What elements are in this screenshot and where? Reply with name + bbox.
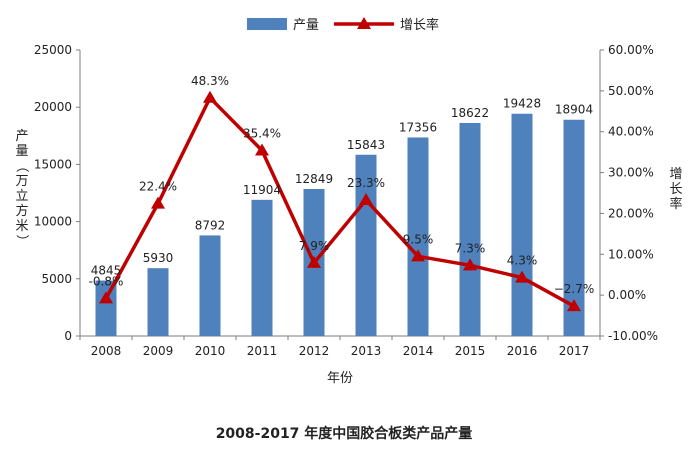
- bar-value-label: 18904: [555, 103, 593, 117]
- x-tick-label: 2016: [507, 344, 538, 358]
- right-tick-label: 10.00%: [608, 247, 654, 261]
- y2-axis-title-char: 增: [669, 167, 682, 182]
- bar-value-label: 15843: [347, 138, 385, 152]
- bar-value-label: 5930: [143, 251, 174, 265]
- x-axis: 2008 2009 2010 2011 2012 2013 2014 2015 2016 2017: [79, 335, 601, 358]
- y-axis-title-char: （: [14, 159, 29, 172]
- bar: [199, 235, 221, 336]
- y-axis-title-char: 米: [15, 219, 28, 234]
- x-tick-label: 2011: [247, 344, 278, 358]
- right-tick-label: -10.00%: [608, 329, 658, 343]
- bar-value-label: 8792: [195, 218, 226, 232]
- y2-axis-title: 增长率: [669, 167, 682, 212]
- line-series: [99, 90, 581, 312]
- growth-value-label: −2.7%: [554, 282, 595, 296]
- growth-marker: [151, 196, 165, 209]
- growth-value-label: 7.9%: [299, 239, 330, 253]
- y-axis-title-char: 量: [15, 144, 28, 159]
- growth-marker: [463, 258, 477, 271]
- right-tick-label: 50.00%: [608, 84, 654, 98]
- growth-marker: [99, 291, 113, 304]
- growth-line: [104, 96, 575, 308]
- growth-marker: [515, 270, 529, 283]
- right-tick-label: 40.00%: [608, 125, 654, 139]
- chart-title: 2008-2017 年度中国胶合板类产品产量: [216, 425, 473, 442]
- data-labels: 4845 5930 8792 11904 12849 15843 17356 18622 194…: [89, 74, 595, 296]
- y-axis-title-char: 立: [15, 189, 28, 204]
- growth-marker: [203, 90, 217, 103]
- bar: [563, 119, 585, 336]
- bar-value-label: 12849: [295, 172, 333, 186]
- legend: 产量 增长率: [247, 17, 439, 33]
- x-tick-label: 2009: [143, 344, 174, 358]
- x-tick-label: 2014: [403, 344, 434, 358]
- left-tick-label: 10000: [34, 215, 72, 229]
- legend-label-line: 增长率: [400, 17, 439, 33]
- x-axis-title: 年份: [327, 371, 353, 386]
- bar: [511, 113, 533, 336]
- growth-value-label: 4.3%: [507, 254, 538, 268]
- bar-value-label: 18622: [451, 106, 489, 120]
- y-axis-title-char: ）: [14, 234, 29, 247]
- bar: [95, 280, 117, 336]
- legend-swatch-bar: [247, 18, 287, 30]
- left-tick-label: 5000: [41, 272, 72, 286]
- growth-marker: [307, 255, 321, 268]
- bar: [355, 154, 377, 336]
- bar-value-label: 17356: [399, 120, 437, 134]
- bar-value-label: 11904: [243, 183, 281, 197]
- bar-value-label: 4845: [91, 264, 122, 278]
- x-tick-label: 2010: [195, 344, 226, 358]
- growth-value-label: 9.5%: [403, 232, 434, 246]
- legend-swatch-marker: [357, 17, 371, 29]
- growth-value-label: -0.8%: [89, 274, 124, 288]
- right-axis: -10.00% 0.00% 10.00% 20.00% 30.00% 40.00% 50.0…: [599, 43, 683, 343]
- right-tick-label: 20.00%: [608, 206, 654, 220]
- left-tick-label: 0: [64, 329, 72, 343]
- y2-axis-title-char: 率: [669, 196, 682, 212]
- bar: [459, 122, 481, 336]
- bar: [251, 199, 273, 336]
- right-tick-label: 30.00%: [608, 166, 654, 180]
- bar: [147, 268, 169, 336]
- bar: [407, 137, 429, 336]
- growth-value-label: 22.4%: [139, 180, 177, 194]
- left-tick-label: 15000: [34, 157, 72, 171]
- growth-marker: [255, 143, 269, 156]
- growth-marker: [359, 192, 373, 205]
- x-tick-label: 2013: [351, 344, 382, 358]
- growth-value-label: 23.3%: [347, 176, 385, 190]
- right-tick-label: 0.00%: [608, 288, 646, 302]
- left-tick-label: 20000: [34, 100, 72, 114]
- x-tick-label: 2012: [299, 344, 330, 358]
- growth-value-label: 48.3%: [191, 74, 229, 88]
- growth-value-label: 7.3%: [455, 241, 486, 255]
- x-tick-label: 2015: [455, 344, 486, 358]
- x-tick-label: 2017: [559, 344, 590, 358]
- growth-value-label: 35.4%: [243, 127, 281, 141]
- left-tick-label: 25000: [34, 43, 72, 57]
- y-axis-title-char: 方: [15, 203, 28, 219]
- legend-label-bar: 产量: [293, 18, 319, 33]
- y2-axis-title-char: 长: [669, 182, 682, 197]
- x-tick-label: 2008: [91, 344, 122, 358]
- growth-marker: [567, 299, 581, 312]
- bar-series: [95, 113, 585, 336]
- y-axis-title-char: 万: [15, 174, 28, 189]
- right-tick-label: 60.00%: [608, 43, 654, 57]
- bar-value-label: 19428: [503, 97, 541, 111]
- growth-marker: [411, 249, 425, 262]
- y-axis-title-char: 产: [15, 129, 28, 144]
